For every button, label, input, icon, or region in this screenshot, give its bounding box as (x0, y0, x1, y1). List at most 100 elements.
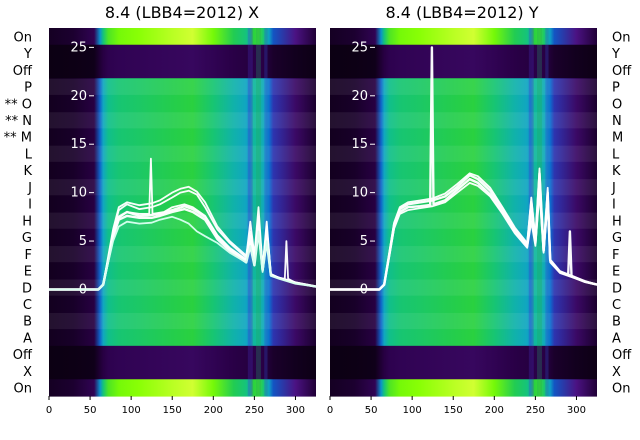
x-tick-label: 250 (526, 405, 545, 416)
heatmap-row-y (330, 44, 597, 63)
row-label-right: Off (612, 348, 632, 363)
heatmap-row-l (49, 145, 316, 163)
y-tick-label: 25 (351, 40, 368, 55)
row-label-right: A (612, 331, 621, 346)
heatmap-row-o (330, 94, 597, 113)
heatmap-row-x (49, 362, 316, 380)
heatmap-row-e (49, 262, 316, 280)
right-panel: 8.4 (LBB4=2012) Y 0 5 10 15 20 25 0 50 100 150 20… (327, 3, 598, 416)
row-label-right: On (612, 30, 630, 45)
heatmap-row-off (330, 345, 597, 364)
y-tick-label: 25 (70, 40, 87, 55)
heatmap-row-h (330, 212, 597, 230)
heatmap-row-e (330, 262, 597, 280)
row-label-left: P (24, 81, 32, 96)
left-panel: 8.4 (LBB4=2012) X 0 5 10 15 20 25 0 50 100 150 20… (46, 3, 317, 416)
row-label-left: Off (13, 64, 33, 79)
x-tick-label: 100 (122, 405, 141, 416)
x-tick-label: 50 (84, 405, 97, 416)
heatmap-row-off (49, 61, 316, 79)
left-x-ticks: 0 50 100 150 200 250 300 (46, 396, 305, 416)
trace-line (49, 215, 317, 291)
right-x-ticks: 0 50 100 150 200 250 300 (327, 396, 586, 416)
row-label-right: L (612, 147, 620, 162)
row-label-left: J (27, 181, 32, 196)
heatmap-row-n (49, 111, 316, 129)
heatmap-row-off (330, 61, 597, 79)
row-label-right: On (612, 382, 630, 397)
row-label-right: Y (611, 47, 620, 62)
row-label-left: Off (13, 348, 33, 363)
row-label-left: L (25, 147, 33, 162)
y-tick-label: 15 (351, 137, 368, 152)
heatmap-row-i (330, 195, 597, 213)
heatmap-streak (537, 28, 542, 396)
row-label-right: C (612, 298, 621, 313)
row-label-right: P (612, 81, 620, 96)
row-label-left: On (14, 30, 32, 45)
left-traces (49, 157, 317, 291)
heatmap-row-p (49, 78, 316, 96)
row-label-right: E (612, 265, 620, 280)
x-tick-label: 250 (245, 405, 264, 416)
heatmap-row-m (49, 128, 316, 146)
row-label-right: G (612, 231, 622, 246)
heatmap-streak (264, 28, 268, 396)
row-label-right: N (612, 114, 622, 129)
row-label-left: K (23, 164, 32, 179)
heatmap-row-a (330, 329, 597, 347)
heatmap-row-f (330, 245, 597, 263)
heatmap-row-c (330, 295, 597, 313)
row-label-left: A (23, 331, 32, 346)
heatmap-row-off (49, 345, 316, 364)
y-tick-label: 10 (351, 186, 368, 201)
heatmap-row-j (49, 178, 316, 196)
y-tick-label: 5 (360, 234, 368, 249)
row-label-left: ** N (5, 114, 32, 129)
heatmap-row-on (330, 379, 597, 397)
y-tick-label: 5 (79, 234, 87, 249)
row-label-left: I (28, 198, 32, 213)
row-label-right: B (612, 315, 621, 330)
x-tick-label: 100 (403, 405, 422, 416)
row-label-left: E (24, 265, 32, 280)
left-panel-title: 8.4 (LBB4=2012) X (105, 3, 259, 22)
row-label-left: H (22, 214, 32, 229)
x-tick-label: 300 (567, 405, 586, 416)
heatmap-row-k (330, 161, 597, 180)
heatmap-row-o (49, 94, 316, 113)
x-tick-label: 0 (327, 405, 333, 416)
heatmap-row-l (330, 145, 597, 163)
heatmap-streak (247, 28, 253, 396)
right-heatmap (330, 28, 597, 397)
right-panel-title: 8.4 (LBB4=2012) Y (385, 3, 538, 22)
heatmap-row-b (330, 312, 597, 330)
x-tick-label: 150 (444, 405, 463, 416)
heatmap-row-x (330, 362, 597, 380)
heatmap-row-g (330, 228, 597, 247)
left-heatmap (49, 28, 316, 397)
row-label-left: Y (23, 47, 32, 62)
row-label-right: K (612, 164, 621, 179)
heatmap-row-b (49, 312, 316, 330)
row-label-right: Off (612, 64, 632, 79)
heatmap-row-on (49, 379, 316, 397)
x-tick-label: 150 (163, 405, 182, 416)
heatmap-row-g (49, 228, 316, 247)
row-label-left: D (22, 281, 32, 296)
heatmap-row-a (49, 329, 316, 347)
x-tick-label: 300 (286, 405, 305, 416)
row-label-left: ** O (5, 97, 32, 112)
y-tick-label: 15 (70, 137, 87, 152)
row-label-left: On (14, 382, 32, 397)
heatmap-row-p (330, 78, 597, 96)
x-tick-label: 50 (365, 405, 378, 416)
heatmap-row-c (49, 295, 316, 313)
row-label-right: J (611, 181, 616, 196)
row-label-right: M (612, 131, 623, 146)
row-label-left: G (22, 231, 32, 246)
